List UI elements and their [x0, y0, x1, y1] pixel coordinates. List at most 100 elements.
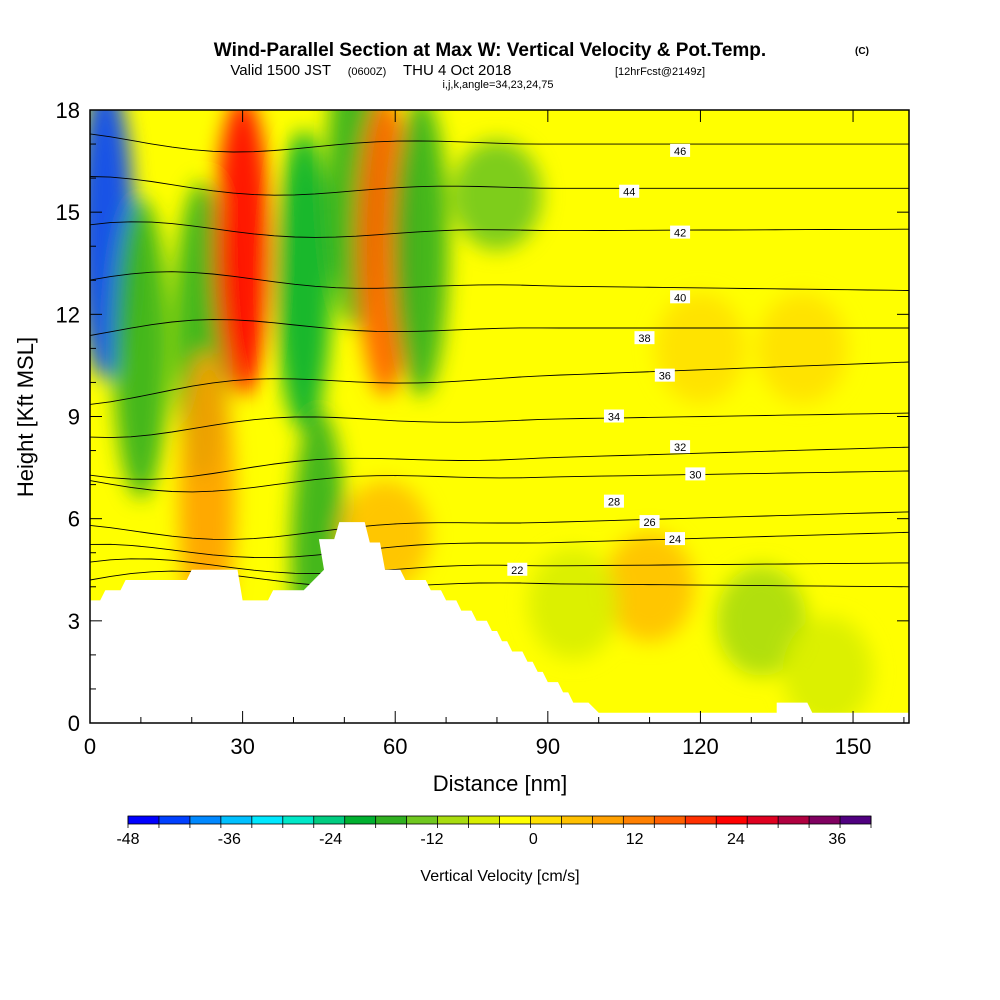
- y-tick-label: 18: [56, 98, 80, 123]
- velocity-cell-12: [604, 531, 695, 642]
- velocity-cell-16: [757, 293, 848, 404]
- colorbar-swatch: [344, 816, 377, 824]
- valid-date: THU 4 Oct 2018: [403, 62, 511, 79]
- colorbar-swatch: [778, 816, 810, 824]
- theta-label-bg-44: [619, 184, 640, 198]
- velocity-cell-3: [214, 110, 271, 397]
- theta-contour-26: [90, 531, 909, 559]
- valid-line: Valid 1500 JST (0600Z) THU 4 Oct 2018 [1…: [230, 62, 705, 79]
- theta-label-26: 26: [643, 517, 655, 529]
- colorbar-label: Vertical Velocity [cm/s]: [420, 868, 579, 885]
- theta-contour-30: [90, 470, 909, 493]
- theta-contour-24: [90, 558, 909, 575]
- velocity-cell-8: [451, 140, 542, 251]
- theta-label-42: 42: [674, 228, 686, 240]
- velocity-field: [90, 110, 873, 723]
- theta-contours: [90, 133, 909, 588]
- terrain-mask: [90, 522, 909, 723]
- theta-contour-labels: 22 24 26 28 30 32 34 36 38 40 42 44 46: [507, 143, 706, 577]
- velocity-cell-1: [112, 198, 169, 499]
- x-tick-label: 0: [84, 734, 96, 759]
- colorbar-swatch: [840, 816, 872, 824]
- theta-label-bg-36: [654, 368, 675, 382]
- x-tick-label: 30: [230, 734, 254, 759]
- theta-label-36: 36: [659, 371, 671, 383]
- theta-label-bg-24: [665, 532, 685, 546]
- x-tick-label: 120: [682, 734, 719, 759]
- theta-label-bg-46: [670, 143, 691, 157]
- y-tick-label: 12: [56, 302, 80, 327]
- colorbar-swatch: [530, 816, 562, 824]
- theta-label-22: 22: [511, 565, 523, 577]
- x-tick-label: 90: [536, 734, 560, 759]
- colorbar-tick-label: 12: [626, 831, 644, 848]
- colorbar-swatch: [406, 816, 439, 824]
- chart-title: Wind-Parallel Section at Max W: Vertical…: [214, 40, 766, 61]
- colorbar: -48 -36 -24 -12 0 12 24 36: [116, 815, 872, 848]
- colorbar-tick-label: 0: [529, 831, 538, 848]
- colorbar-frame: [127, 815, 872, 825]
- colorbar-tick-label: -12: [420, 831, 443, 848]
- colorbar-swatch: [220, 816, 253, 824]
- theta-label-28: 28: [608, 497, 620, 509]
- theta-label-bg-34: [603, 409, 624, 423]
- y-tick-label: 3: [68, 609, 80, 634]
- colorbar-swatch: [499, 816, 531, 824]
- theta-label-38: 38: [638, 333, 650, 345]
- colorbar-swatch: [809, 816, 841, 824]
- theta-label-30: 30: [689, 469, 701, 481]
- theta-label-bg-22: [507, 562, 528, 576]
- theta-label-bg-26: [639, 515, 660, 529]
- theta-label-bg-32: [670, 440, 691, 454]
- theta-label-bg-40: [670, 290, 691, 304]
- y-tick-label: 6: [68, 507, 80, 532]
- theta-contour-38: [90, 319, 909, 336]
- colorbar-swatch: [747, 816, 779, 824]
- theta-label-46: 46: [674, 146, 686, 158]
- colorbar-swatch: [437, 816, 470, 824]
- velocity-cell-14: [716, 565, 807, 676]
- colorbar-swatch: [313, 816, 346, 824]
- velocity-cell-15: [782, 616, 873, 723]
- grid-indices: i,j,k,angle=34,23,24,75: [442, 79, 553, 91]
- colorbar-swatch: [685, 816, 717, 824]
- theta-label-bg-42: [670, 225, 691, 239]
- y-axis-label: Height [Kft MSL]: [13, 337, 38, 497]
- colorbar-swatch: [623, 816, 655, 824]
- theta-label-32: 32: [674, 442, 686, 454]
- valid-utc: (0600Z): [348, 66, 387, 78]
- theta-label-bg-30: [685, 467, 706, 481]
- colorbar-swatch: [468, 816, 500, 824]
- valid-prefix: Valid 1500 JST: [230, 62, 331, 79]
- colorbar-swatch: [158, 816, 191, 824]
- theta-label-bg-38: [634, 331, 655, 345]
- forecast-info: [12hrFcst@2149z]: [615, 66, 705, 78]
- theta-contour-40: [90, 271, 909, 291]
- y-tick-label: 0: [68, 711, 80, 736]
- y-tick-label: 9: [68, 405, 80, 430]
- velocity-cell-13: [528, 548, 619, 659]
- colorbar-swatch: [282, 816, 315, 824]
- theta-contour-46: [90, 133, 909, 153]
- colorbar-swatch: [375, 816, 408, 824]
- theta-label-34: 34: [608, 412, 620, 424]
- colorbar-swatch: [592, 816, 624, 824]
- theta-contour-28: [90, 511, 909, 540]
- colorbar-tick-label: 24: [727, 831, 745, 848]
- colorbar-swatch: [561, 816, 593, 824]
- colorbar-swatch: [716, 816, 748, 824]
- velocity-cell-7: [392, 110, 449, 397]
- theta-label-24: 24: [669, 534, 681, 546]
- theta-contour-32: [90, 446, 909, 480]
- y-tick-label: 15: [56, 200, 80, 225]
- velocity-cell-17: [655, 293, 746, 404]
- colorbar-tick-label: -48: [116, 831, 139, 848]
- theta-contour-42: [90, 221, 909, 238]
- theta-contour-34: [90, 412, 909, 439]
- colorbar-swatch: [654, 816, 686, 824]
- theta-label-bg-28: [603, 494, 624, 508]
- colorbar-swatch: [128, 816, 160, 824]
- x-axis-label: Distance [nm]: [433, 771, 568, 796]
